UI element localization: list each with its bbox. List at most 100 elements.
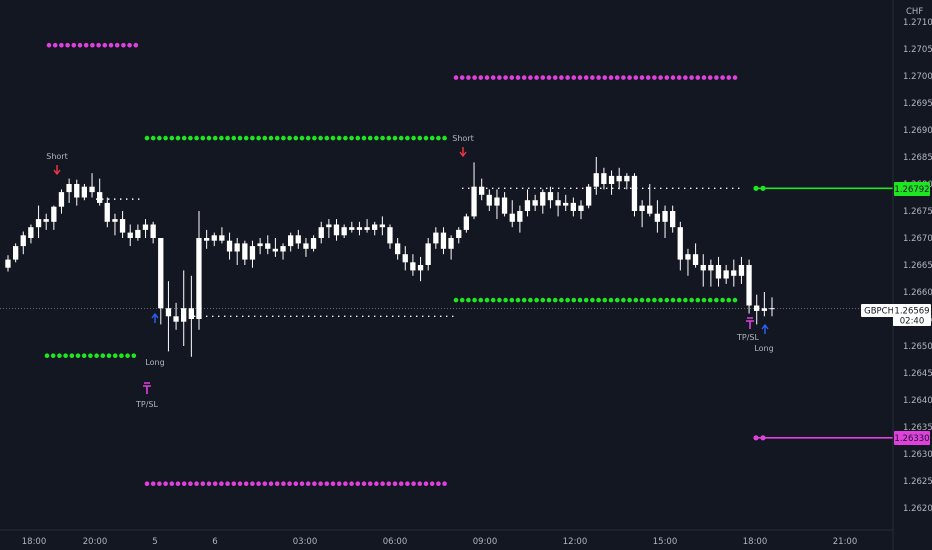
candle-body — [142, 224, 149, 230]
candle — [731, 259, 737, 287]
resistance-dot — [367, 481, 373, 487]
candle — [601, 167, 607, 190]
candle-body — [257, 243, 263, 247]
candle — [616, 167, 622, 190]
candle — [364, 219, 370, 233]
pink-level-badge: 1.26330 — [894, 431, 930, 445]
support-dot — [490, 297, 496, 303]
candle-body — [349, 227, 355, 230]
candle — [318, 221, 324, 244]
price-tick-label: 1.26700 — [903, 234, 932, 244]
candle-body — [356, 227, 363, 230]
time-tick-label: 18:00 — [743, 537, 768, 547]
resistance-dot — [559, 75, 564, 80]
candle-body — [387, 227, 393, 244]
candle — [333, 219, 340, 241]
time-tick-label: 12:00 — [563, 537, 588, 547]
candle — [692, 243, 699, 268]
candle-body — [226, 240, 233, 252]
dotted-lines-layer — [0, 187, 893, 317]
resistance-dot — [194, 481, 199, 487]
candle — [754, 294, 760, 325]
support-dot — [701, 297, 707, 303]
resistance-dot — [596, 75, 601, 80]
candle — [165, 281, 172, 352]
support-dot — [559, 297, 564, 303]
resistance-dot — [639, 75, 645, 80]
candle — [265, 235, 271, 255]
resistance-dot — [144, 481, 150, 487]
candle-body — [66, 184, 72, 193]
resistance-dot — [707, 75, 713, 80]
candle-body — [700, 265, 706, 271]
price-tick-label: 1.26450 — [903, 369, 932, 379]
candle-body — [509, 213, 515, 222]
resistance-dot — [181, 481, 187, 487]
resistance-dot — [608, 75, 614, 80]
candle-body — [127, 232, 133, 238]
green-level-dot — [760, 185, 766, 191]
resistance-dot — [77, 42, 83, 48]
support-dot — [343, 135, 348, 141]
resistance-dot — [429, 481, 435, 487]
support-dot — [546, 297, 552, 303]
candle — [150, 221, 156, 244]
candle-body — [486, 194, 492, 206]
support-dot — [256, 135, 261, 141]
candle — [715, 256, 722, 287]
support-dot — [484, 297, 490, 303]
candle — [670, 205, 676, 233]
candle-body — [639, 205, 645, 211]
resistance-dot — [287, 481, 292, 487]
candle — [204, 229, 210, 249]
support-dot — [515, 297, 521, 303]
resistance-dot — [720, 75, 725, 80]
support-dot — [608, 297, 614, 303]
support-dot — [175, 135, 181, 141]
resistance-dot — [102, 42, 108, 48]
price-tick-label: 1.26850 — [903, 153, 932, 163]
candle-body — [280, 246, 286, 252]
candle — [410, 254, 416, 276]
candle — [295, 229, 301, 249]
resistance-dot — [453, 75, 459, 80]
candle-body — [112, 219, 118, 222]
support-dot — [125, 353, 130, 359]
resistance-dot — [71, 42, 77, 48]
candle-body — [58, 192, 65, 207]
support-dot — [44, 353, 50, 359]
candle — [372, 221, 378, 236]
pink-level-dot — [753, 435, 759, 441]
candle — [563, 194, 569, 211]
pink-level-value: 1.26330 — [894, 434, 929, 444]
current-price-value: 1.26569 — [894, 307, 929, 317]
candle-body — [173, 316, 179, 322]
resistance-dot — [299, 481, 305, 487]
candle — [501, 192, 508, 217]
resistance-dot — [374, 481, 379, 487]
candle — [58, 189, 65, 214]
candle-body — [524, 200, 531, 211]
support-dot — [614, 297, 620, 303]
candle-body — [181, 308, 187, 322]
price-tick-label: 1.26950 — [903, 99, 932, 109]
support-dot — [63, 353, 68, 359]
support-dot — [726, 297, 732, 303]
candle — [310, 235, 317, 252]
candle — [402, 246, 408, 271]
support-dot — [411, 135, 416, 141]
candles-layer[interactable] — [5, 157, 775, 357]
support-dot — [81, 353, 87, 359]
candle-body — [593, 173, 599, 187]
candle — [463, 213, 469, 233]
support-dot — [720, 297, 725, 303]
resistance-dot — [478, 75, 484, 80]
support-dot — [645, 297, 651, 303]
time-axis-ticks[interactable]: 18:00 20:00 5 6 03:00 06:00 09:00 12:00 15:00 18:… — [22, 537, 858, 547]
candle — [158, 238, 164, 325]
support-dot — [577, 297, 583, 303]
resistance-dot — [293, 481, 299, 487]
resistance-dot — [577, 75, 583, 80]
candle — [127, 224, 133, 247]
